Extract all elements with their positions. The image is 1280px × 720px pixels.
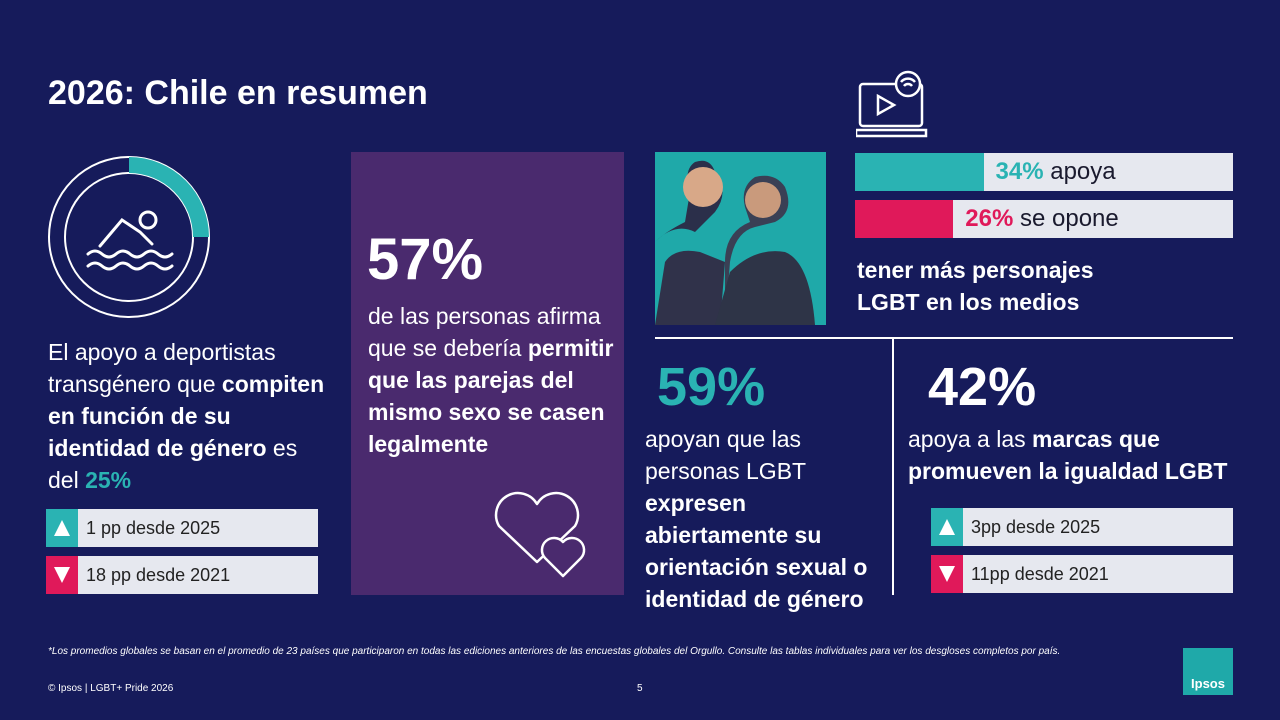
bar-caption: se opone <box>1019 205 1119 232</box>
change-text: 11pp desde 2021 <box>971 564 1109 584</box>
donut-inner <box>64 172 194 302</box>
photo <box>655 152 826 325</box>
figure: 57% <box>367 227 484 292</box>
up-icon <box>46 509 78 547</box>
change-box: 1 pp desde 2025 <box>46 509 318 547</box>
bar-track: 26% se opone <box>855 200 1233 238</box>
text: apoya a las <box>908 426 1033 452</box>
bar-caption: apoya <box>1050 158 1116 185</box>
down-icon <box>46 556 78 594</box>
text: de las personas afirma que se debería <box>368 303 601 361</box>
change-box: 11pp desde 2021 <box>931 555 1233 593</box>
bar-track: 34% apoya <box>855 153 1233 191</box>
bar <box>855 200 954 238</box>
copyright: © Ipsos | LGBT+ Pride 2026 <box>48 683 174 694</box>
change-box: 3pp desde 2025 <box>931 508 1233 546</box>
divider <box>655 337 1233 339</box>
text-bold: permitir que las parejas del mismo sexo … <box>368 335 614 457</box>
video-icon <box>856 70 928 138</box>
text-bold: marcas que promueven la igualdad LGBT <box>908 426 1228 484</box>
bar-label: 34% <box>995 158 1044 185</box>
figure: 59% <box>657 357 766 417</box>
highlight: 25% <box>85 467 132 493</box>
change-text: 1 pp desde 2025 <box>86 518 221 538</box>
change-box: 18 pp desde 2021 <box>46 556 318 594</box>
text: apoyan que las personas LGBT <box>645 426 806 484</box>
text: es del <box>48 435 298 493</box>
change-text: 3pp desde 2025 <box>971 517 1101 537</box>
down-icon <box>931 555 963 593</box>
swimmer-icon <box>86 210 174 271</box>
bar-text: 34% apoya <box>996 153 1116 191</box>
text-bold: expresen abiertamente su orientación sex… <box>645 490 868 612</box>
media-caption: tener más personajes LGBT en los medios <box>857 257 1094 315</box>
marriage-panel: 57% de las personas afirma que se deberí… <box>351 152 624 595</box>
up-icon <box>931 508 963 546</box>
footnote: *Los promedios globales se basan en el p… <box>48 646 1061 657</box>
title: 2026: Chile en resumen <box>48 74 428 112</box>
text: El apoyo a deportistas transgénero que <box>48 339 276 397</box>
figure: 42% <box>928 357 1037 417</box>
text-bold: compiten en función de su identidad de g… <box>48 371 325 461</box>
hearts-icon <box>494 491 586 578</box>
page-number: 5 <box>637 683 643 694</box>
sport-text: El apoyo a deportistas transgénero que c… <box>48 336 328 496</box>
bar <box>855 153 984 191</box>
donut-arc <box>129 157 209 237</box>
logo: Ipsos <box>1183 648 1233 695</box>
change-text: 18 pp desde 2021 <box>86 565 231 585</box>
divider <box>892 339 894 595</box>
donut <box>48 156 210 318</box>
bar-text: 26% se opone <box>965 200 1118 238</box>
bar-label: 26% <box>965 205 1014 232</box>
